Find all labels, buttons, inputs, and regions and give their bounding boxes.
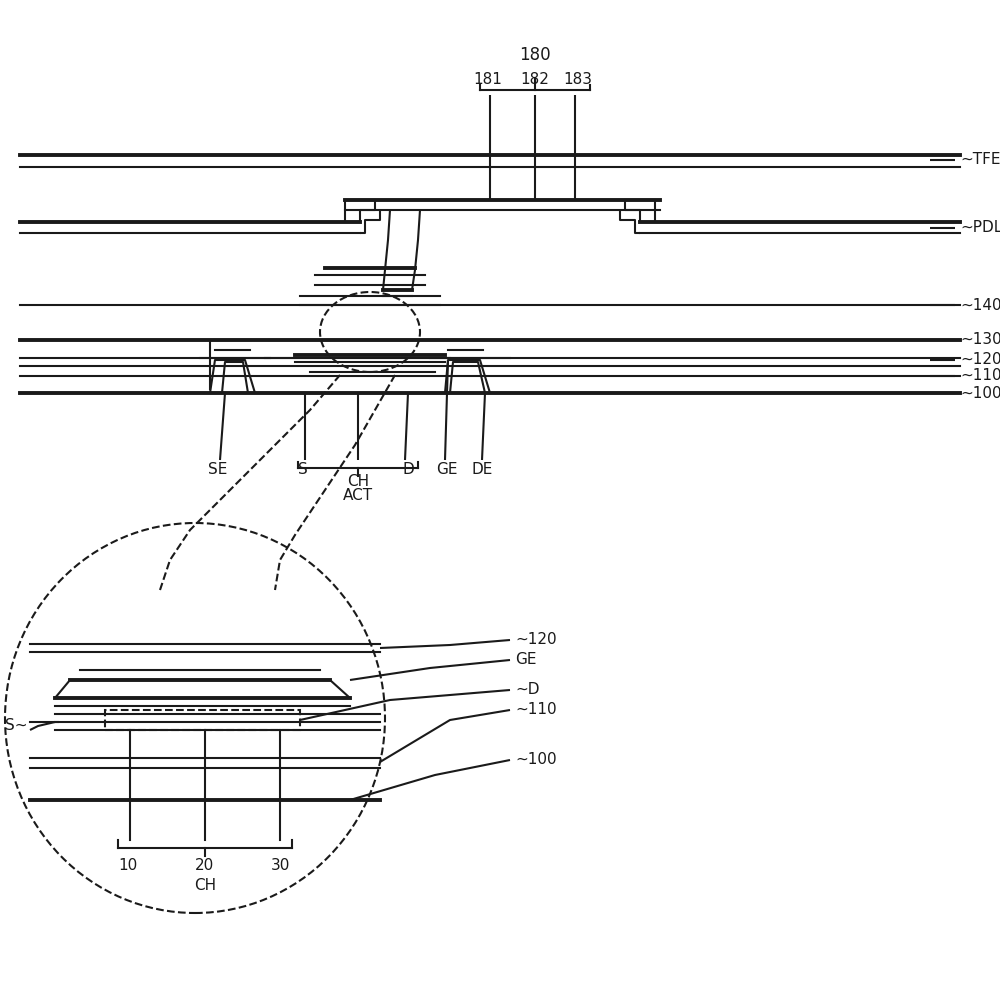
Text: ~TFE: ~TFE [960,153,1000,168]
Text: S~: S~ [6,719,28,734]
Text: 30: 30 [270,858,290,873]
Text: GE: GE [436,462,458,477]
Text: ~120: ~120 [515,632,557,648]
Ellipse shape [5,523,385,913]
Text: 182: 182 [521,73,549,88]
Text: ~130: ~130 [960,332,1000,347]
Text: 183: 183 [564,73,592,88]
Text: ACT: ACT [343,487,373,503]
Text: ~PDL: ~PDL [960,221,1000,236]
Text: ~D: ~D [515,682,540,697]
Text: 181: 181 [474,73,502,88]
Text: 10: 10 [118,858,138,873]
Text: 20: 20 [195,858,215,873]
Bar [105,710,300,730]
Text: ~120: ~120 [960,353,1000,368]
Text: CH: CH [347,474,369,489]
Text: ~100: ~100 [960,386,1000,400]
Text: ~110: ~110 [515,702,557,718]
Text: D: D [402,462,414,477]
Text: CH: CH [194,878,216,892]
Text: ~140: ~140 [960,298,1000,313]
Text: S: S [298,462,308,477]
Text: GE: GE [515,653,536,668]
Text: ~100: ~100 [515,752,557,767]
Text: ~110: ~110 [960,369,1000,384]
Text: SE: SE [208,462,228,477]
Text: DE: DE [471,462,493,477]
Text: 180: 180 [519,46,551,64]
